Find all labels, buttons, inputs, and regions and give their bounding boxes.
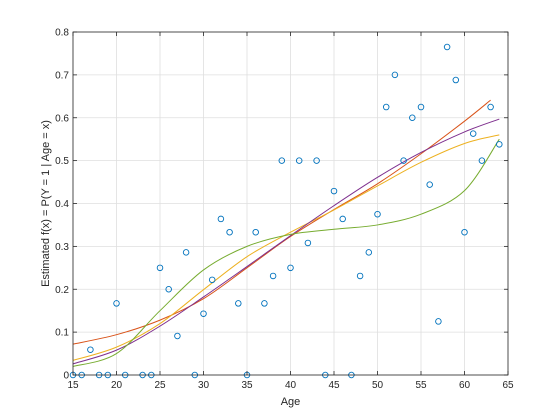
x-tick-label: 35 <box>241 380 253 391</box>
y-tick-label: 0.1 <box>55 328 69 339</box>
x-tick-label: 25 <box>154 380 166 391</box>
y-tick-label: 0 <box>63 371 69 382</box>
data-point <box>400 157 407 164</box>
data-point <box>391 71 399 79</box>
y-axis-label: Estimated f(x) = P(Y = 1 | Age = x) <box>40 120 52 287</box>
data-point <box>156 264 164 272</box>
data-point <box>235 300 242 307</box>
x-tick-label: 65 <box>502 380 514 391</box>
data-point <box>461 228 468 236</box>
x-tick-label: 20 <box>111 380 123 391</box>
data-point <box>261 300 268 307</box>
data-point <box>443 43 451 51</box>
x-tick-label: 60 <box>459 380 471 391</box>
x-axis-ticks: 15 20 25 30 35 40 45 50 55 60 65 <box>67 32 514 391</box>
data-point <box>304 239 312 247</box>
series-line-3 <box>72 118 500 365</box>
data-point <box>356 272 364 280</box>
data-point <box>182 249 190 256</box>
data-point <box>382 103 390 111</box>
x-tick-label: 40 <box>285 380 297 391</box>
data-point <box>374 210 381 218</box>
series-line-4 <box>72 138 500 367</box>
data-point <box>87 346 94 353</box>
data-point <box>313 157 320 164</box>
data-point <box>208 276 216 284</box>
data-point <box>217 215 225 223</box>
x-axis-label: Age <box>281 396 301 408</box>
data-point <box>417 103 425 111</box>
y-tick-label: 0.6 <box>55 113 69 124</box>
data-point <box>478 157 486 164</box>
data-point <box>435 318 442 325</box>
data-point <box>269 272 277 280</box>
y-tick-label: 0.2 <box>55 285 69 296</box>
y-tick-label: 0.8 <box>55 28 69 39</box>
y-tick-label: 0.3 <box>55 242 69 253</box>
data-point <box>469 130 477 137</box>
data-point <box>287 264 294 272</box>
data-point <box>496 141 503 148</box>
x-tick-label: 15 <box>67 380 79 391</box>
series-line-1 <box>72 99 491 345</box>
data-point <box>165 286 172 293</box>
y-tick-label: 0.5 <box>55 156 69 167</box>
x-tick-label: 55 <box>415 380 427 391</box>
data-point <box>426 181 433 188</box>
data-point <box>113 300 120 307</box>
data-point <box>487 103 494 111</box>
data-point <box>409 114 416 121</box>
y-axis-ticks: 0 0.1 0.2 0.3 0.4 0.5 0.6 0.7 0.8 <box>55 28 508 382</box>
data-point <box>278 157 286 164</box>
data-point <box>339 215 346 223</box>
x-tick-label: 30 <box>198 380 210 391</box>
y-tick-label: 0.7 <box>55 70 69 81</box>
data-point <box>200 310 207 317</box>
series-lines <box>72 99 500 367</box>
y-tick-label: 0.4 <box>55 199 69 210</box>
data-point <box>365 249 373 256</box>
data-point <box>330 187 338 195</box>
data-point <box>226 228 233 236</box>
data-point <box>295 157 303 164</box>
data-point <box>174 332 181 340</box>
series-line-2 <box>72 134 500 361</box>
data-point <box>452 76 460 84</box>
x-tick-label: 45 <box>328 380 340 391</box>
x-tick-label: 50 <box>372 380 384 391</box>
data-point <box>252 228 259 236</box>
